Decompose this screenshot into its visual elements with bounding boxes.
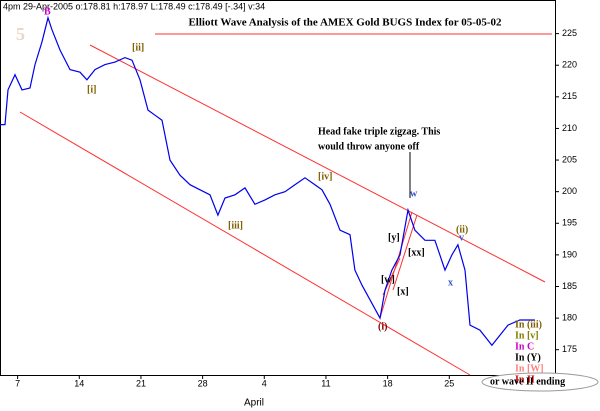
- annotation: [i]: [87, 84, 96, 95]
- y-tick-label: 185: [562, 281, 577, 291]
- annotation: or wave II ending: [490, 376, 565, 387]
- annotation: B: [44, 6, 51, 17]
- chart-title: Elliott Wave Analysis of the AMEX Gold B…: [188, 17, 502, 29]
- zigzag-line: [379, 211, 413, 319]
- annotation: [w]: [381, 274, 395, 285]
- channel-upper: [89, 44, 546, 283]
- annotation: v: [459, 232, 464, 243]
- x-tick-label: 14: [74, 378, 84, 388]
- header-info: 4pm 29-Apr-2005 o:178.81 h:178.97 L:178.…: [3, 1, 265, 11]
- annotation: x: [448, 277, 453, 288]
- y-tick-label: 200: [562, 186, 577, 196]
- annotation: [x]: [397, 286, 409, 297]
- y-tick-label: 215: [562, 91, 577, 101]
- x-tick-label: 18: [383, 378, 393, 388]
- month-label: April: [244, 398, 264, 409]
- annotation: In [v]: [515, 330, 539, 341]
- annotation: [y]: [388, 232, 400, 243]
- annotation: [iv]: [318, 171, 332, 182]
- annotation: In (iii): [515, 319, 542, 330]
- y-tick-label: 190: [562, 249, 577, 259]
- y-tick-label: 175: [562, 344, 577, 354]
- x-tick-label: 21: [136, 378, 146, 388]
- x-tick-label: 28: [198, 378, 208, 388]
- y-tick-label: 220: [562, 60, 577, 70]
- price-line: [0, 15, 535, 347]
- annotation: (ii): [456, 224, 468, 235]
- channel-lower: [19, 111, 471, 376]
- annotation: In C: [515, 341, 534, 352]
- x-tick-label: 11: [321, 378, 330, 388]
- x-tick-label: 25: [444, 378, 454, 388]
- annotation: In [W]: [515, 363, 544, 374]
- plot-frame: [0, 0, 556, 376]
- annotation: [xx]: [408, 247, 425, 258]
- annotation: In (Y): [515, 352, 541, 363]
- annotation: [iii]: [228, 220, 243, 231]
- annotation: In II: [515, 374, 535, 385]
- x-tick-label: 7: [15, 378, 20, 388]
- annotation: 5: [16, 24, 25, 44]
- y-tick-label: 225: [562, 28, 577, 38]
- note-oval: [481, 372, 599, 392]
- y-tick-label: 210: [562, 123, 577, 133]
- y-tick-label: 180: [562, 312, 577, 322]
- annotation: Head fake triple zigzag. This: [318, 126, 440, 137]
- annotation: [ii]: [132, 42, 144, 53]
- y-tick-label: 195: [562, 218, 577, 228]
- annotation: (i): [378, 321, 387, 332]
- x-tick-label: 4: [262, 378, 267, 388]
- y-tick-label: 205: [562, 154, 577, 164]
- zigzag-line: [392, 214, 418, 291]
- annotation: would throw anyone off: [318, 141, 420, 152]
- annotation: w: [410, 188, 418, 199]
